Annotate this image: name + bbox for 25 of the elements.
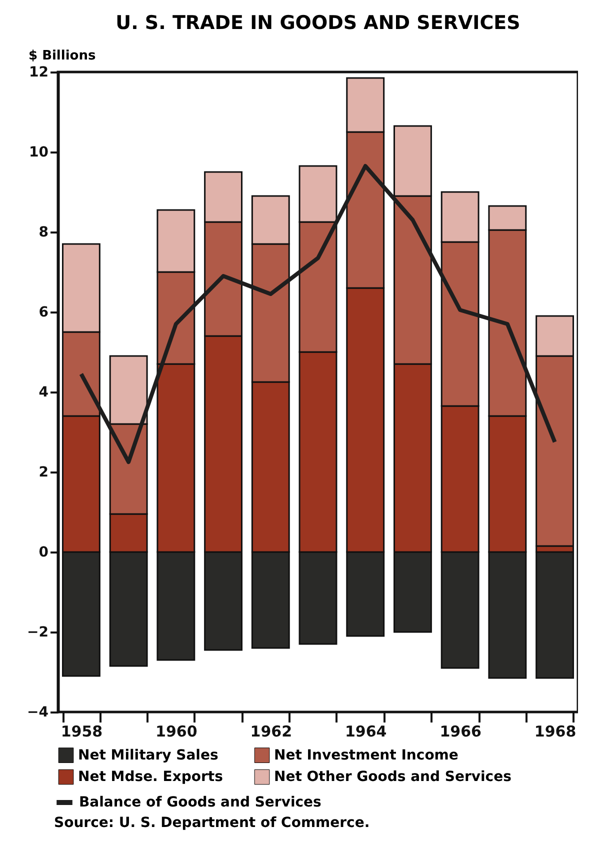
y-tick-label: 8 bbox=[38, 224, 48, 240]
x-tick-label: 1960 bbox=[156, 722, 198, 740]
y-tick-label: 12 bbox=[29, 64, 48, 80]
legend-label: Net Military Sales bbox=[78, 747, 218, 764]
legend-label: Balance of Goods and Services bbox=[79, 794, 322, 810]
y-tick-label: 10 bbox=[29, 144, 49, 160]
source-note: Source: U. S. Department of Commerce. bbox=[54, 815, 370, 831]
x-tick-label: 1958 bbox=[60, 722, 103, 740]
y-tick-label: −2 bbox=[27, 624, 48, 640]
legend-label: Net Other Goods and Services bbox=[274, 769, 512, 785]
chart-title: U. S. TRADE IN GOODS AND SERVICES bbox=[116, 12, 520, 34]
y-tick-label: 2 bbox=[38, 464, 48, 480]
x-tick-label: 1964 bbox=[344, 722, 387, 740]
legend-label: Net Investment Income bbox=[274, 747, 458, 764]
y-tick-label: 4 bbox=[38, 384, 49, 400]
bar bbox=[536, 551, 574, 679]
x-tick-label: 1962 bbox=[250, 722, 292, 740]
y-tick-label: 6 bbox=[38, 304, 48, 320]
y-tick-label: −4 bbox=[27, 704, 49, 720]
y-tick-label: 0 bbox=[38, 544, 49, 560]
x-tick-label: 1968 bbox=[534, 722, 576, 740]
line-series bbox=[79, 164, 557, 464]
x-tick-label: 1966 bbox=[440, 722, 482, 740]
legend-label: Net Mdse. Exports bbox=[78, 769, 223, 785]
y-axis-title: $ Billions bbox=[28, 48, 96, 64]
